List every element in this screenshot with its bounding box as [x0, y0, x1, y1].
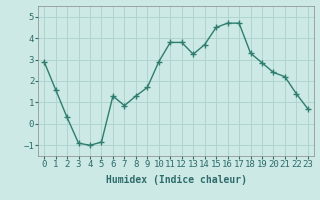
X-axis label: Humidex (Indice chaleur): Humidex (Indice chaleur)	[106, 175, 246, 185]
